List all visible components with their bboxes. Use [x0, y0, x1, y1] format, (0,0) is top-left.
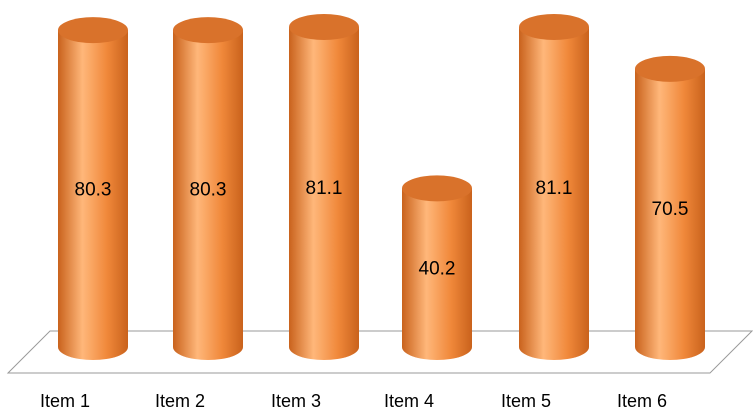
- category-label: Item 2: [155, 391, 205, 411]
- bar: [289, 27, 359, 347]
- bar-top: [402, 175, 472, 202]
- value-labels-layer: 80.3 80.3 81.1 40.2 81.1 70.5: [75, 178, 689, 280]
- bar: [519, 27, 589, 347]
- bar-top: [289, 14, 359, 40]
- value-label: 81.1: [536, 178, 573, 199]
- bar-top: [173, 17, 243, 44]
- bar-top: [58, 17, 128, 44]
- category-label: Item 4: [384, 391, 434, 411]
- bar-top: [519, 14, 589, 40]
- value-label: 80.3: [75, 180, 112, 201]
- bar-item-5: [519, 14, 589, 360]
- value-label: 81.1: [306, 178, 343, 199]
- bar-item-4: [402, 175, 472, 360]
- category-label: Item 6: [617, 391, 667, 411]
- bar: [58, 30, 128, 348]
- bars-layer: [58, 14, 705, 360]
- bar-item-3: [289, 14, 359, 360]
- value-label: 40.2: [419, 259, 456, 280]
- category-label: Item 1: [40, 391, 90, 411]
- value-label: 70.5: [652, 199, 689, 220]
- bar-top: [635, 55, 705, 82]
- bar-item-1: [58, 17, 128, 360]
- bar: [635, 68, 705, 348]
- bar-item-6: [635, 55, 705, 360]
- bar: [173, 30, 243, 348]
- value-label: 80.3: [190, 180, 227, 201]
- x-axis-labels: Item 1 Item 2 Item 3 Item 4 Item 5 Item 6: [40, 391, 667, 411]
- bar-item-2: [173, 17, 243, 360]
- category-label: Item 5: [501, 391, 551, 411]
- category-label: Item 3: [271, 391, 321, 411]
- bar: [402, 188, 472, 347]
